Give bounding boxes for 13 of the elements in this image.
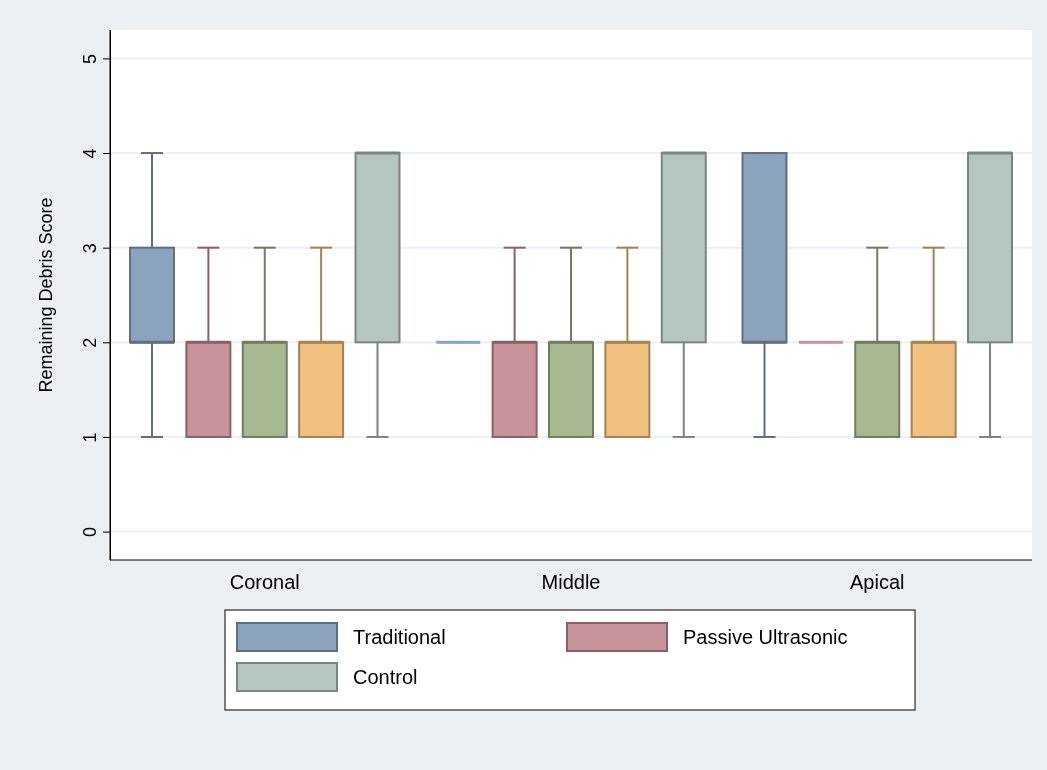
x-tick-label: Coronal bbox=[229, 571, 300, 593]
y-tick-label: 5 bbox=[80, 53, 101, 64]
x-tick-label: Middle bbox=[541, 571, 601, 593]
legend-label: Passive Ultrasonic bbox=[683, 626, 848, 648]
x-tick-label: Apical bbox=[850, 571, 905, 593]
y-tick-label: 1 bbox=[80, 432, 101, 443]
y-axis-title: Remaining Debris Score bbox=[36, 197, 56, 393]
y-tick-label: 2 bbox=[80, 337, 101, 348]
y-tick-label: 3 bbox=[80, 243, 101, 254]
legend-label: Traditional bbox=[353, 626, 446, 648]
y-tick-label: 0 bbox=[80, 527, 101, 538]
legend-label: Control bbox=[353, 666, 418, 688]
y-tick-label: 4 bbox=[80, 148, 101, 159]
